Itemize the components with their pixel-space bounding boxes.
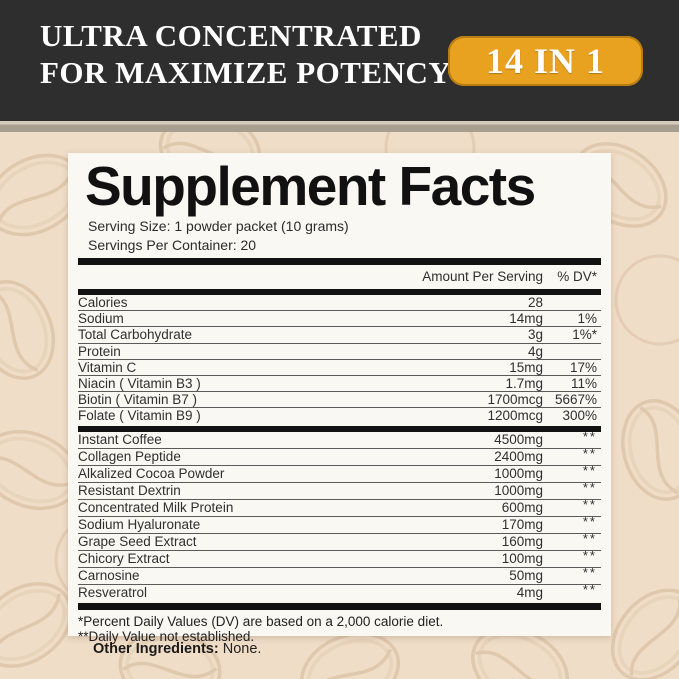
servings-per-container: Servings Per Container: 20 xyxy=(88,237,257,253)
row-amount: 100mg xyxy=(501,550,543,566)
table-row: Protein 4g xyxy=(78,344,601,360)
supplement-facts-panel: Supplement Facts Serving Size: 1 powder … xyxy=(68,153,611,644)
thick-rule xyxy=(78,425,601,432)
table-row: Sodium 14mg 1% xyxy=(78,311,601,328)
row-daily-value: ** xyxy=(582,496,597,512)
ingredients-section: Instant Coffee 4500mg ** Collagen Peptide 24… xyxy=(78,428,601,601)
serving-size: Serving Size: 1 powder packet (10 grams) xyxy=(88,218,349,234)
row-ingredient-name: Alkalized Cocoa Powder xyxy=(78,465,225,481)
row-amount: 3g xyxy=(527,327,543,343)
table-row: Carnosine 50mg ** xyxy=(78,564,601,585)
other-ingredients-label: Other Ingredients: xyxy=(93,641,219,657)
row-amount: 2400mg xyxy=(494,448,543,464)
row-daily-value: ** xyxy=(582,445,597,461)
table-row: Resistant Dextrin 1000mg ** xyxy=(78,479,601,500)
row-amount: 4g xyxy=(527,343,543,359)
14-in-1-badge: 14 IN 1 xyxy=(448,36,643,86)
header-percent-dv: % DV* xyxy=(557,269,597,284)
row-daily-value: 5667% xyxy=(554,392,597,408)
row-amount: 1700mcg xyxy=(487,392,543,408)
row-amount: 160mg xyxy=(501,533,543,549)
row-ingredient-name: Folate ( Vitamin B9 ) xyxy=(78,408,201,424)
other-ingredients-value: None. xyxy=(218,641,262,657)
table-row: Chicory Extract 100mg ** xyxy=(78,547,601,568)
row-ingredient-name: Grape Seed Extract xyxy=(78,533,197,549)
row-ingredient-name: Calories xyxy=(78,295,128,310)
panel-title: Supplement Facts xyxy=(85,155,536,217)
table-row: Instant Coffee 4500mg ** xyxy=(78,428,601,449)
thick-rule xyxy=(78,602,601,610)
row-daily-value: 17% xyxy=(569,359,597,375)
row-amount: 1200mcg xyxy=(487,408,543,424)
row-amount: 1000mg xyxy=(494,465,543,481)
table-header: Amount Per Serving % DV* xyxy=(78,265,601,287)
banner-headline: ULTRA CONCENTRATED FOR MAXIMIZE POTENCY xyxy=(40,17,451,91)
row-amount: 14mg xyxy=(509,311,543,327)
table-row: Biotin ( Vitamin B7 ) 1700mcg 5667% xyxy=(78,392,601,409)
row-daily-value: 300% xyxy=(562,408,597,424)
row-amount: 50mg xyxy=(509,567,543,583)
footnote-not-established: **Daily Value not established. xyxy=(78,629,255,644)
banner-line-2: FOR MAXIMIZE POTENCY xyxy=(40,55,452,90)
table-row: Resveratrol 4mg ** xyxy=(78,581,601,601)
header-amount-per-serving: Amount Per Serving xyxy=(422,269,543,284)
row-ingredient-name: Instant Coffee xyxy=(78,431,162,447)
row-daily-value: ** xyxy=(582,530,597,546)
other-ingredients: Other Ingredients: None. xyxy=(93,641,261,657)
row-daily-value: ** xyxy=(582,428,597,444)
row-ingredient-name: Resistant Dextrin xyxy=(78,482,181,498)
row-ingredient-name: Niacin ( Vitamin B3 ) xyxy=(78,375,201,391)
top-banner: ULTRA CONCENTRATED FOR MAXIMIZE POTENCY … xyxy=(0,0,679,121)
row-ingredient-name: Chicory Extract xyxy=(78,550,170,566)
row-daily-value: ** xyxy=(582,581,597,597)
row-daily-value: 1%* xyxy=(572,327,597,343)
row-ingredient-name: Concentrated Milk Protein xyxy=(78,499,234,515)
row-daily-value: 1% xyxy=(577,311,597,327)
row-ingredient-name: Biotin ( Vitamin B7 ) xyxy=(78,392,198,408)
row-ingredient-name: Vitamin C xyxy=(78,359,137,375)
row-amount: 1000mg xyxy=(494,482,543,498)
row-ingredient-name: Collagen Peptide xyxy=(78,448,181,464)
row-daily-value: 11% xyxy=(570,375,597,391)
row-ingredient-name: Sodium xyxy=(78,311,124,327)
table-row: Collagen Peptide 2400mg ** xyxy=(78,445,601,466)
table-row: Sodium Hyaluronate 170mg ** xyxy=(78,513,601,534)
table-row: Grape Seed Extract 160mg ** xyxy=(78,530,601,551)
banner-line-1: ULTRA CONCENTRATED xyxy=(40,18,422,53)
nutrients-section: Calories 28 Sodium 14mg 1% Total Carbohydrate… xyxy=(78,295,601,424)
banner-divider xyxy=(0,121,679,132)
badge-label: 14 IN 1 xyxy=(485,41,605,81)
row-amount: 1.7mg xyxy=(505,375,543,391)
table-row: Vitamin C 15mg 17% xyxy=(78,360,601,376)
row-daily-value: ** xyxy=(582,547,597,563)
table-row: Total Carbohydrate 3g 1%* xyxy=(78,327,601,344)
row-ingredient-name: Resveratrol xyxy=(78,584,148,600)
row-daily-value: ** xyxy=(582,564,597,580)
row-daily-value: ** xyxy=(582,462,597,478)
footnotes: *Percent Daily Values (DV) are based on … xyxy=(78,614,601,645)
table-row: Calories 28 xyxy=(78,295,601,312)
footnote-dv: *Percent Daily Values (DV) are based on … xyxy=(78,613,444,629)
row-ingredient-name: Sodium Hyaluronate xyxy=(78,516,201,532)
row-ingredient-name: Total Carbohydrate xyxy=(78,327,193,343)
table-row: Concentrated Milk Protein 600mg ** xyxy=(78,496,601,517)
table-row: Folate ( Vitamin B9 ) 1200mcg 300% xyxy=(78,408,601,423)
table-row: Niacin ( Vitamin B3 ) 1.7mg 11% xyxy=(78,375,601,393)
row-ingredient-name: Carnosine xyxy=(78,567,140,583)
row-ingredient-name: Protein xyxy=(78,343,121,359)
table-row: Alkalized Cocoa Powder 1000mg ** xyxy=(78,462,601,483)
row-amount: 600mg xyxy=(501,499,543,515)
row-amount: 28 xyxy=(527,295,543,310)
row-amount: 15mg xyxy=(509,359,543,375)
thick-rule xyxy=(78,289,601,295)
row-daily-value: ** xyxy=(582,513,597,529)
row-daily-value: ** xyxy=(582,479,597,495)
row-amount: 4500mg xyxy=(494,431,543,447)
thick-rule xyxy=(78,258,601,265)
row-amount: 4mg xyxy=(516,584,543,600)
row-amount: 170mg xyxy=(501,516,543,532)
